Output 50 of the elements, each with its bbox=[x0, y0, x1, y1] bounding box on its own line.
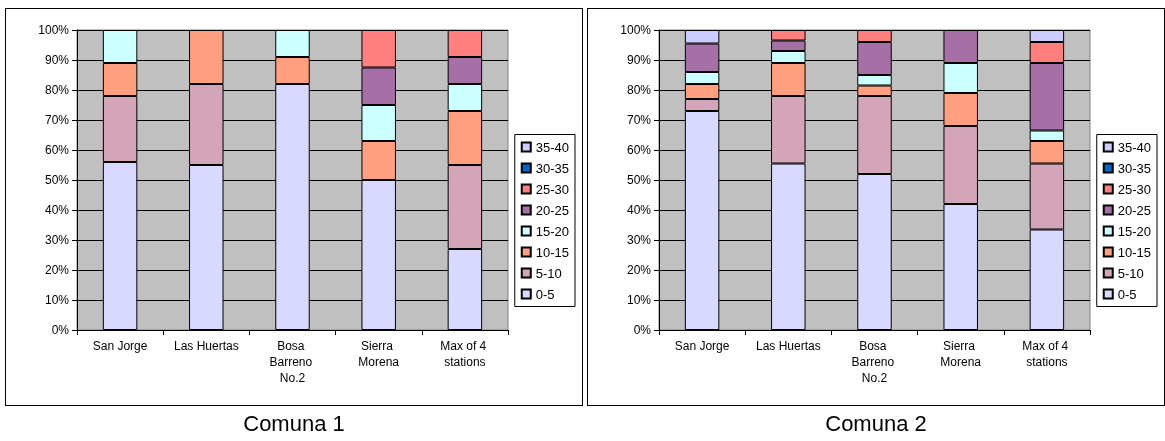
legend-label: 20-25 bbox=[535, 202, 569, 218]
y-tick-label: 60% bbox=[44, 143, 70, 157]
legend-label: 35-40 bbox=[1117, 139, 1151, 155]
y-tick-label: 60% bbox=[626, 143, 652, 157]
legend-label: 20-25 bbox=[1117, 202, 1151, 218]
y-tick-label: 100% bbox=[620, 23, 652, 37]
y-tick-label: 30% bbox=[626, 233, 652, 247]
legend-label: 15-20 bbox=[1117, 223, 1151, 239]
legend-label: 25-30 bbox=[1117, 181, 1151, 197]
y-tick-label: 70% bbox=[44, 113, 70, 127]
legend-label: 35-40 bbox=[535, 139, 569, 155]
y-tick-label: 40% bbox=[44, 203, 70, 217]
y-tick-label: 10% bbox=[44, 293, 70, 307]
legend-label: 25-30 bbox=[535, 181, 569, 197]
text: Comuna 2 bbox=[825, 410, 927, 436]
y-tick-label: 80% bbox=[626, 83, 652, 97]
x-tick-label: San Jorge bbox=[92, 339, 148, 353]
x-tick-label: Sierra Morena bbox=[358, 339, 400, 369]
legend-label: 0-5 bbox=[1117, 286, 1137, 302]
legend-label: 10-15 bbox=[1117, 244, 1151, 260]
legend-label: 0-5 bbox=[535, 286, 555, 302]
x-tick-label: Las Huertas bbox=[755, 339, 821, 353]
text: Comuna 1 bbox=[243, 410, 345, 436]
y-tick-label: 50% bbox=[44, 173, 70, 187]
y-tick-label: 80% bbox=[44, 83, 70, 97]
legend-label: 30-35 bbox=[535, 160, 569, 176]
x-tick-label: San Jorge bbox=[674, 339, 730, 353]
y-tick-label: 90% bbox=[44, 53, 70, 67]
y-tick-label: 0% bbox=[633, 323, 652, 337]
y-tick-label: 0% bbox=[51, 323, 70, 337]
y-tick-label: 50% bbox=[626, 173, 652, 187]
y-tick-label: 70% bbox=[626, 113, 652, 127]
legend-label: 5-10 bbox=[535, 265, 562, 281]
y-tick-label: 90% bbox=[626, 53, 652, 67]
x-tick-label: Bosa Barreno No.2 bbox=[269, 339, 316, 385]
legend-label: 30-35 bbox=[1117, 160, 1151, 176]
y-tick-label: 100% bbox=[38, 23, 70, 37]
y-tick-label: 40% bbox=[626, 203, 652, 217]
x-tick-label: Sierra Morena bbox=[940, 339, 982, 369]
legend-label: 5-10 bbox=[1117, 265, 1144, 281]
x-tick-label: Bosa Barreno No.2 bbox=[851, 339, 898, 385]
x-tick-label: Max of 4 stations bbox=[1022, 339, 1072, 369]
x-tick-label: Las Huertas bbox=[173, 339, 239, 353]
y-tick-label: 20% bbox=[44, 263, 70, 277]
y-tick-label: 30% bbox=[44, 233, 70, 247]
y-tick-label: 20% bbox=[626, 263, 652, 277]
legend-label: 10-15 bbox=[535, 244, 569, 260]
x-tick-label: Max of 4 stations bbox=[440, 339, 490, 369]
legend-label: 15-20 bbox=[535, 223, 569, 239]
y-tick-label: 10% bbox=[626, 293, 652, 307]
